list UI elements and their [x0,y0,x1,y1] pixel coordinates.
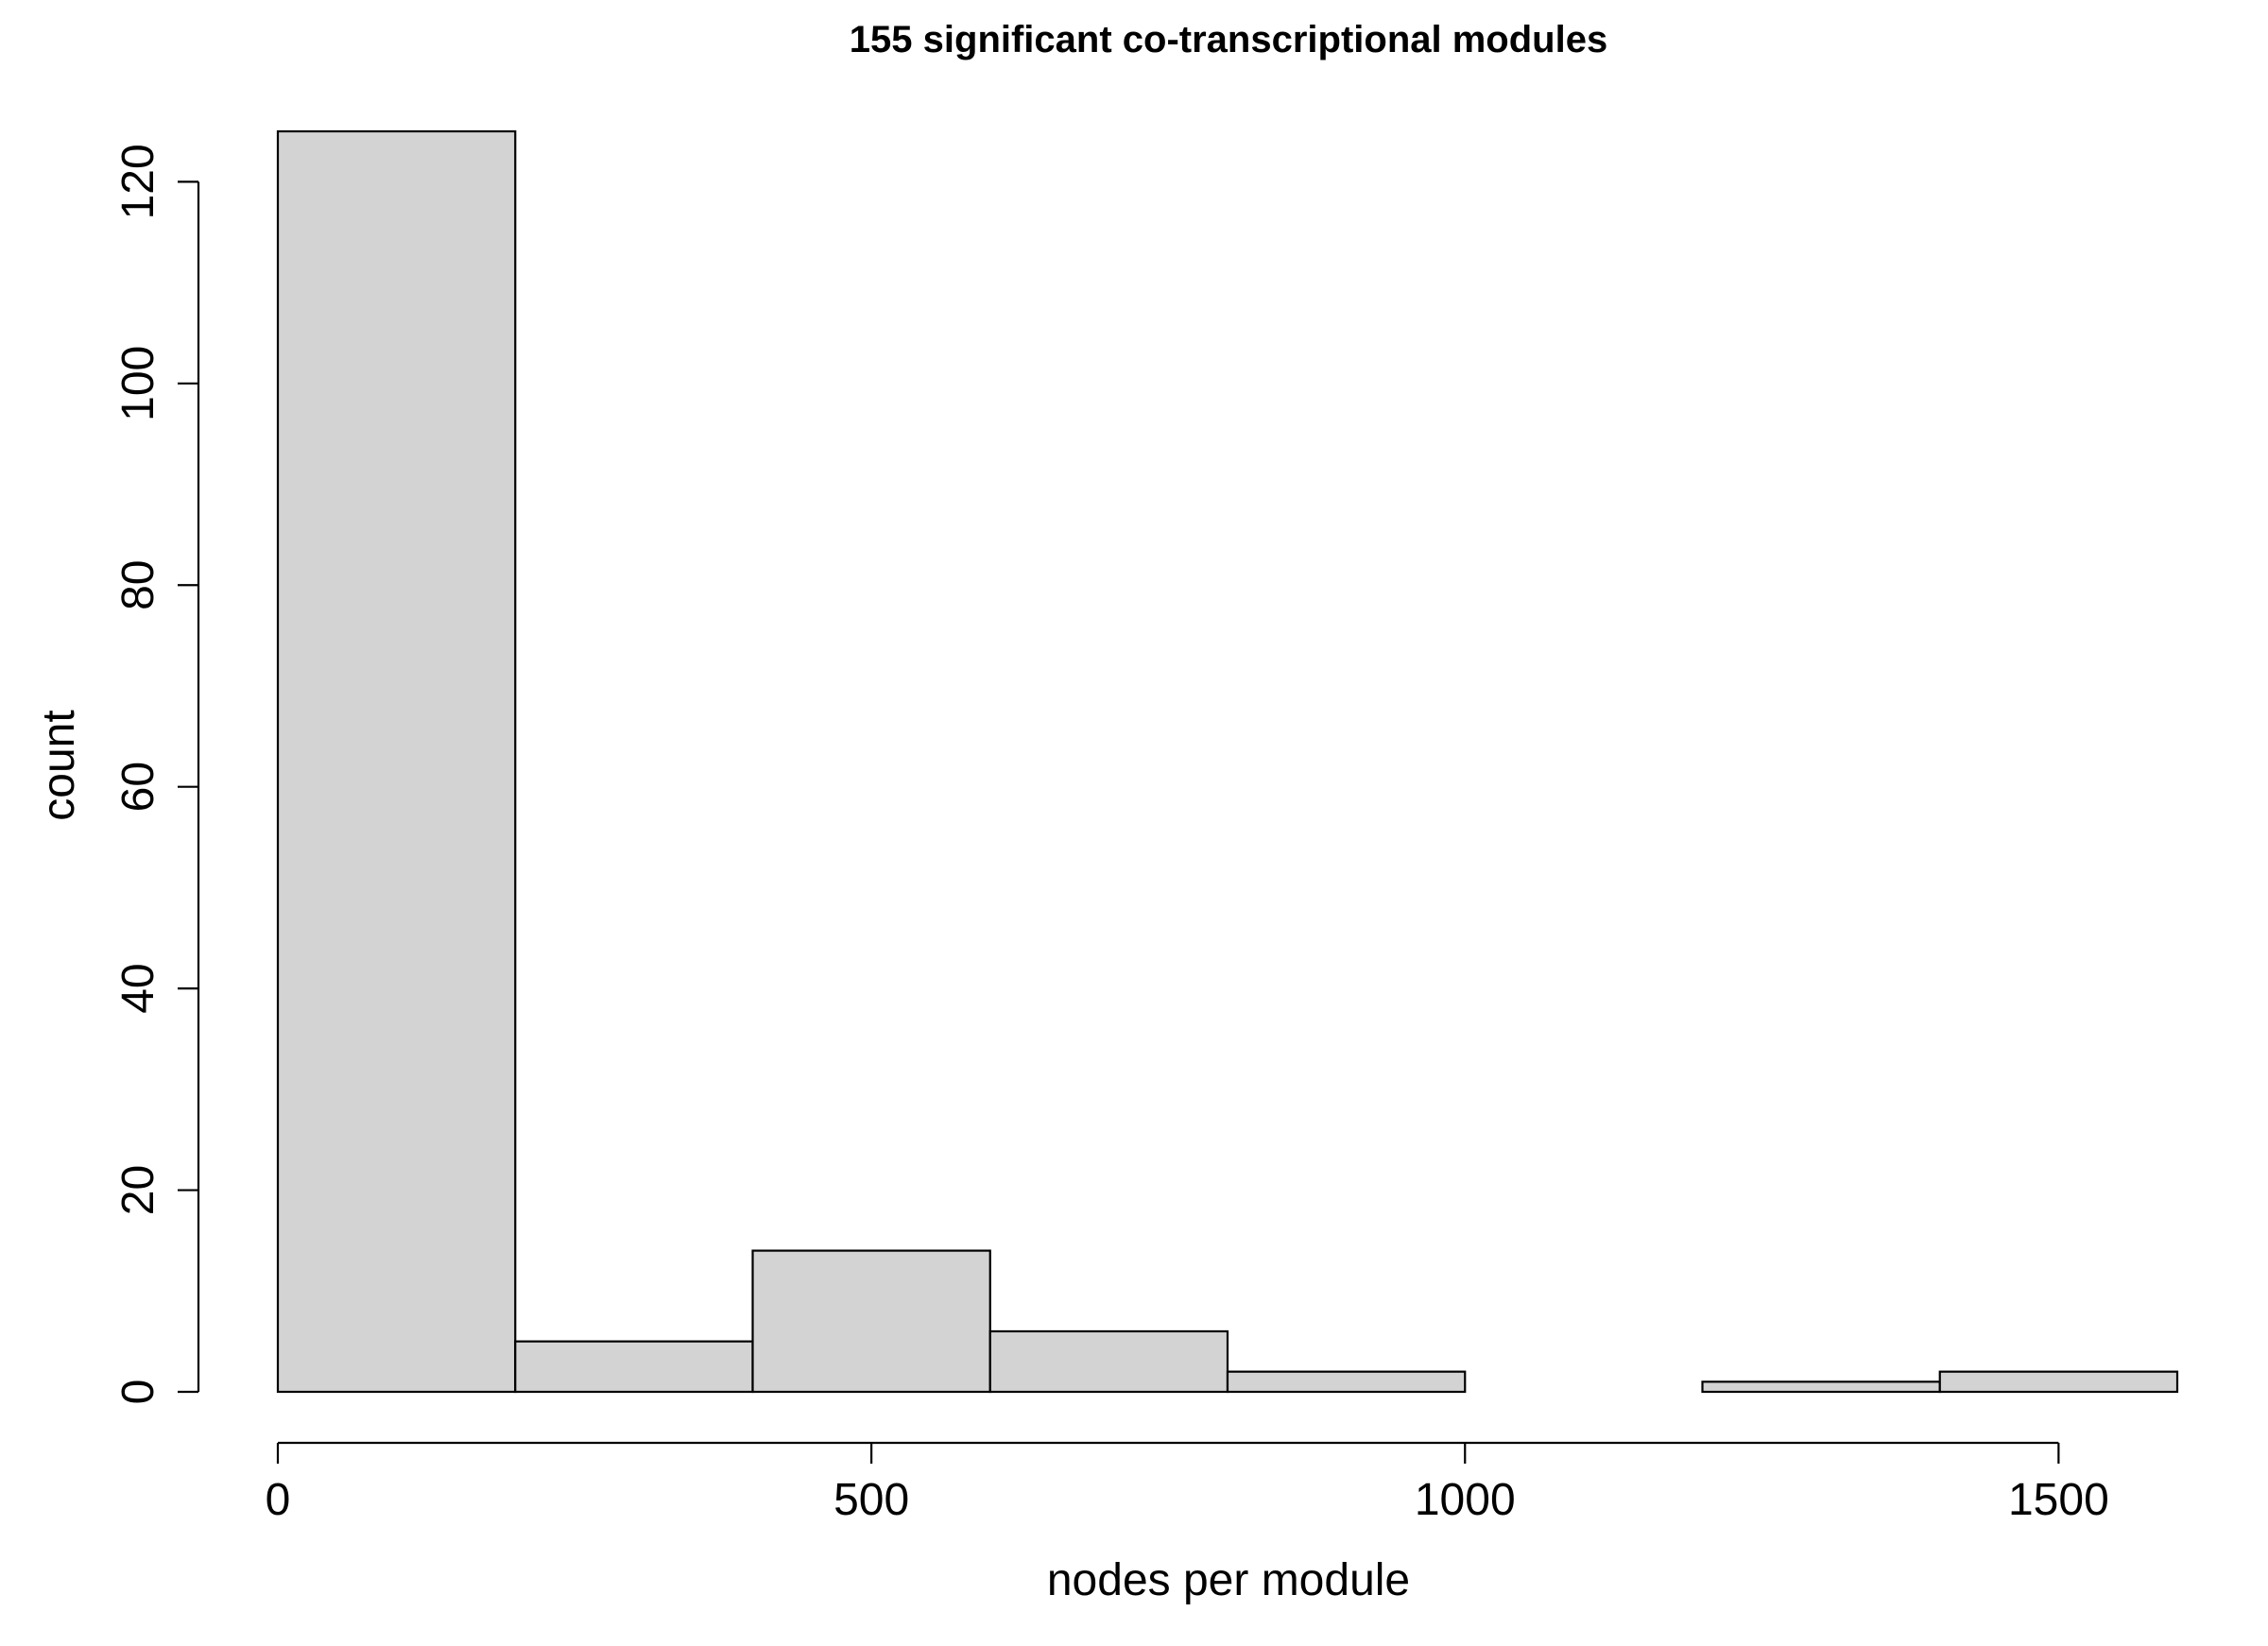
y-tick-label: 20 [113,1165,163,1215]
x-tick-label: 0 [266,1475,291,1525]
bars-group [276,129,2179,1394]
histogram-bar [1226,1370,1467,1394]
y-axis-title: count [34,710,84,820]
histogram-bar [988,1329,1229,1394]
x-tick-label: 500 [833,1475,909,1525]
histogram-bar [751,1249,991,1394]
x-tick-label: 1000 [1415,1475,1516,1525]
y-tick-label: 120 [113,144,163,219]
histogram-bar [1938,1370,2179,1394]
y-axis: 0 20 40 60 80 100 120 [113,144,200,1405]
y-tick-label: 60 [113,762,163,812]
y-tick-label: 0 [113,1380,163,1405]
y-tick-label: 80 [113,560,163,610]
y-tick-label: 100 [113,346,163,421]
histogram-bar [514,1340,754,1394]
histogram-bar [276,129,517,1394]
x-axis: 0 500 1000 1500 [266,1441,2109,1525]
histogram-bar [1701,1380,1941,1394]
x-axis-title: nodes per module [1047,1555,1410,1605]
y-tick-label: 40 [113,963,163,1013]
x-tick-label: 1500 [2008,1475,2109,1525]
chart-title: 155 significant co-transcriptional modul… [850,19,1607,60]
